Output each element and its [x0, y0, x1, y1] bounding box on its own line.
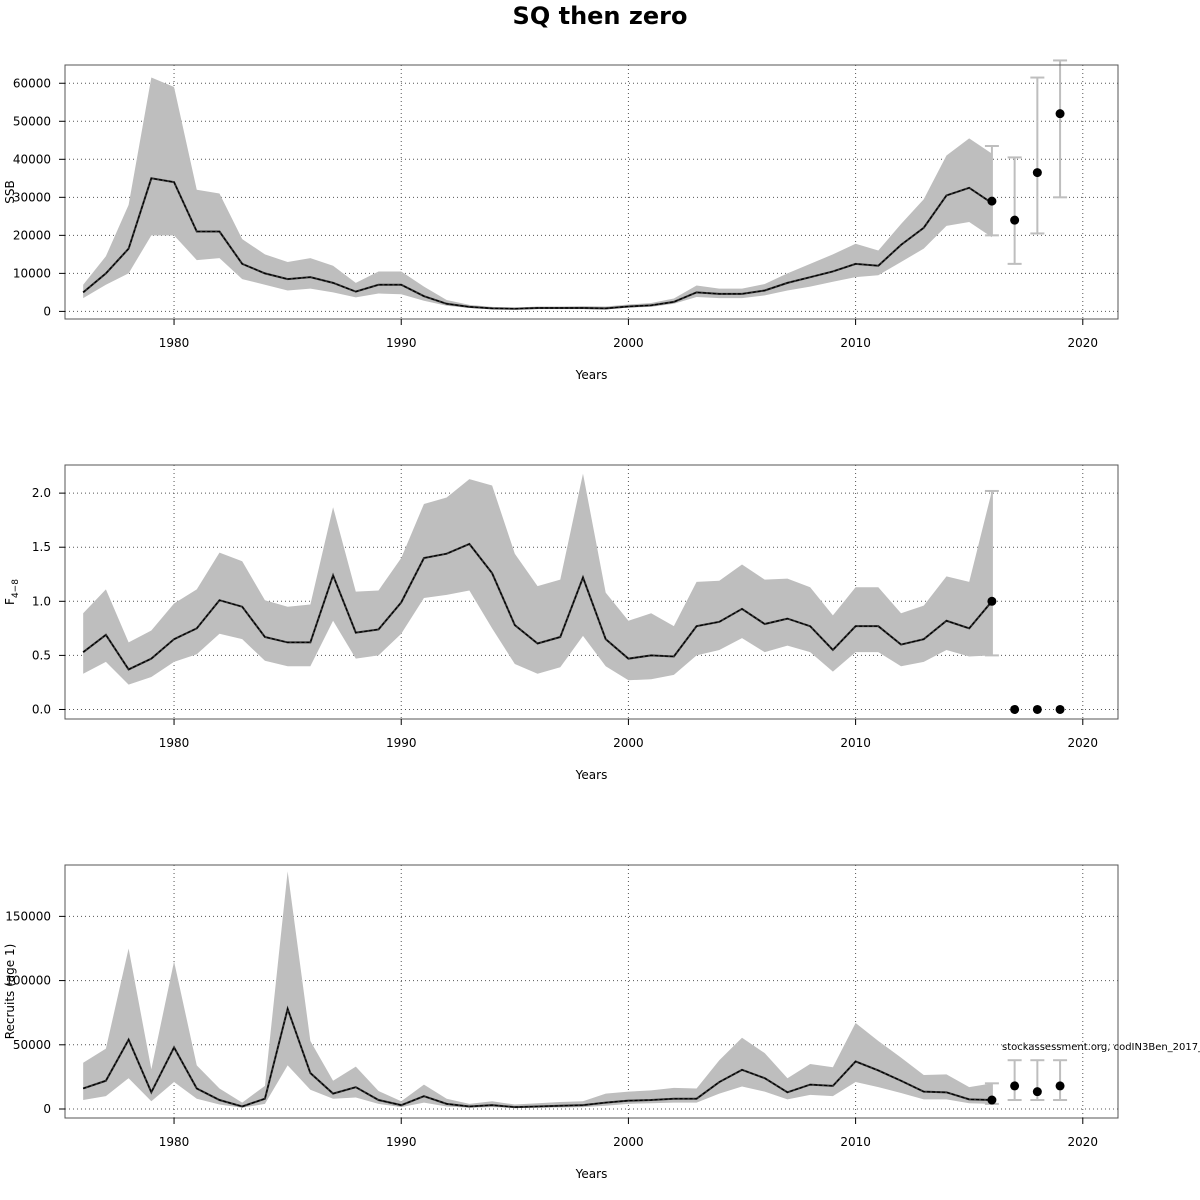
y-tick-label: 0 [43, 304, 51, 318]
estimate-line-dotted [82, 543, 993, 671]
forecast-point [1055, 109, 1065, 119]
forecast-point [1032, 704, 1042, 714]
y-tick-label: 150000 [5, 909, 51, 923]
forecast-point [987, 1095, 997, 1105]
gridlines [65, 865, 1118, 1118]
forecast-point [1055, 704, 1065, 714]
y-tick-label: 50000 [13, 114, 51, 128]
x-tick-label: 2000 [613, 1135, 644, 1149]
y-axis-title: Recruits (age 1) [3, 944, 17, 1040]
y-tick-label: 1.0 [32, 594, 51, 608]
x-tick-label: 2010 [840, 1135, 871, 1149]
y-tick-label: 40000 [13, 152, 51, 166]
y-tick-label: 30000 [13, 190, 51, 204]
panel-fishing-mortality: 1980 1990 2000 2010 2020 0.0 0.5 1.0 1.5 2.0 Years… [3, 464, 1119, 782]
chart-title: SQ then zero [512, 2, 688, 30]
confidence-band [83, 473, 992, 685]
x-tick-label: 2020 [1068, 1135, 1099, 1149]
x-axis-title: Years [575, 368, 608, 382]
forecast-point [987, 196, 997, 206]
forecast-point [1032, 1087, 1042, 1097]
estimate-line-dotted [82, 177, 993, 310]
confidence-band [83, 77, 992, 310]
forecast-point [987, 596, 997, 606]
y-tick-label: 1.5 [32, 540, 51, 554]
y-tick-label: 2.0 [32, 486, 51, 500]
x-tick-label: 2020 [1068, 336, 1099, 350]
y-tick-label: 20000 [13, 228, 51, 242]
y-tick-label: 0 [43, 1102, 51, 1116]
x-tick-label: 1980 [159, 736, 190, 750]
plot-frame [64, 64, 1119, 320]
x-axis-title: Years [575, 1167, 608, 1181]
forecast-point [1010, 1081, 1020, 1091]
x-tick-label: 1990 [386, 1135, 417, 1149]
y-tick-label: 0.0 [32, 702, 51, 716]
y-axis-title: SSB [3, 180, 17, 203]
plot-frame [64, 464, 1119, 720]
forecast-point [1010, 704, 1020, 714]
plot-frame [64, 864, 1119, 1119]
watermark-text: stockassessment.org, codIN3Ben_2017_ [1002, 1042, 1200, 1053]
x-tick-label: 1980 [159, 336, 190, 350]
forecast-point [1010, 215, 1020, 225]
x-axis-title: Years [575, 768, 608, 782]
x-tick-label: 2020 [1068, 736, 1099, 750]
y-tick-label: 100000 [5, 974, 51, 988]
x-tick-label: 1990 [386, 736, 417, 750]
x-tick-label: 2000 [613, 336, 644, 350]
x-tick-label: 1980 [159, 1135, 190, 1149]
y-tick-label: 10000 [13, 266, 51, 280]
forecast-point [1032, 168, 1042, 178]
y-tick-label: 0.5 [32, 648, 51, 662]
estimate-line-dotted [82, 1006, 992, 1108]
x-tick-label: 2000 [613, 736, 644, 750]
confidence-band [83, 871, 992, 1108]
panel-recruits: 1980 1990 2000 2010 2020 0 50000 100000 150000 Ye… [3, 864, 1119, 1181]
x-tick-label: 2010 [840, 336, 871, 350]
forecast-point [1055, 1081, 1065, 1091]
x-tick-label: 2010 [840, 736, 871, 750]
panel-ssb: 1980 1990 2000 2010 2020 0 10000 20000 30000 4000… [3, 59, 1119, 382]
y-tick-label: 50000 [13, 1038, 51, 1052]
y-tick-label: 60000 [13, 76, 51, 90]
y-axis-title: F4−8 [3, 579, 21, 605]
x-tick-label: 1990 [386, 336, 417, 350]
